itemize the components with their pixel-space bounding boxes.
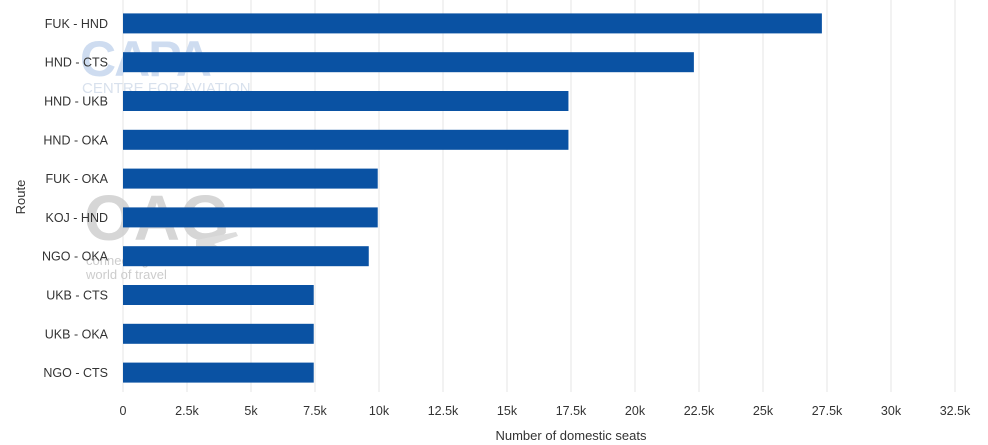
- bar[interactable]: [123, 207, 378, 228]
- x-tick-label: 22.5k: [684, 404, 715, 418]
- bar[interactable]: [123, 285, 314, 305]
- x-tick-label: 10k: [369, 404, 390, 418]
- y-tick-label: KOJ - HND: [46, 211, 109, 225]
- x-tick-label: 27.5k: [812, 404, 843, 418]
- bar[interactable]: [123, 168, 378, 189]
- x-tick-label: 20k: [625, 404, 646, 418]
- oag-subtitle-line2: world of travel: [85, 267, 167, 282]
- bar[interactable]: [123, 362, 314, 383]
- x-tick-label: 7.5k: [303, 404, 327, 418]
- y-tick-label: UKB - OKA: [45, 327, 109, 341]
- bar[interactable]: [123, 13, 822, 34]
- y-tick-label: FUK - HND: [45, 17, 108, 31]
- x-tick-label: 17.5k: [556, 404, 587, 418]
- y-tick-label: HND - OKA: [43, 133, 108, 147]
- x-tick-label: 30k: [881, 404, 902, 418]
- x-tick-label: 0: [120, 404, 127, 418]
- bar[interactable]: [123, 91, 569, 111]
- y-tick-label: NGO - OKA: [42, 250, 109, 264]
- y-tick-label: HND - CTS: [45, 56, 108, 70]
- x-tick-label: 15k: [497, 404, 518, 418]
- x-tick-labels: 0 2.5k 5k 7.5k 10k 12.5k 15k 17.5k 20k 22.5k 25k 27…: [120, 404, 972, 418]
- x-tick-label: 5k: [244, 404, 258, 418]
- y-tick-labels: FUK - HND HND - CTS HND - UKB HND - OKA FUK …: [42, 17, 109, 380]
- y-tick-label: FUK - OKA: [45, 172, 108, 186]
- bar[interactable]: [123, 52, 694, 73]
- y-tick-label: NGO - CTS: [43, 366, 108, 380]
- oag-watermark: OAG connecting the world of travel: [84, 182, 238, 282]
- x-tick-label: 2.5k: [175, 404, 199, 418]
- x-tick-label: 12.5k: [428, 404, 459, 418]
- x-tick-label: 25k: [753, 404, 774, 418]
- y-tick-label: HND - UKB: [44, 95, 108, 109]
- y-axis-title: Route: [13, 180, 28, 215]
- bar[interactable]: [123, 323, 314, 344]
- bars: [123, 13, 822, 383]
- x-tick-label: 32.5k: [940, 404, 971, 418]
- y-tick-label: UKB - CTS: [46, 289, 108, 303]
- x-axis-title: Number of domestic seats: [495, 428, 647, 443]
- bar[interactable]: [123, 246, 369, 267]
- airplane-icon: [196, 232, 238, 254]
- bar[interactable]: [123, 129, 569, 150]
